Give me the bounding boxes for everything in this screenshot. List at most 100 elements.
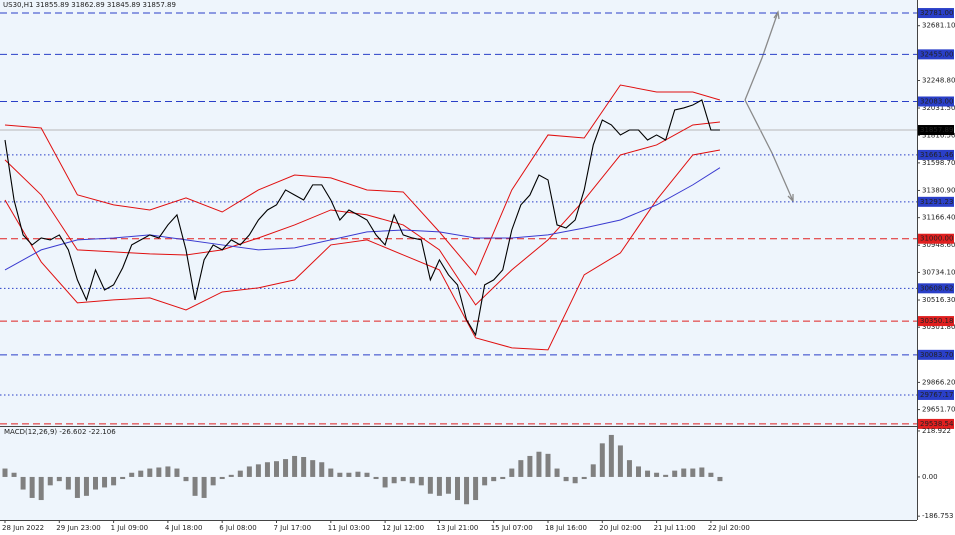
macd-bar [645,470,651,477]
macd-bar [255,464,261,477]
macd-bar [599,443,605,477]
level-label: 29538.54 [920,420,954,428]
y-tick-label: 30516.30 [922,296,955,304]
macd-bar [545,453,551,477]
macd-bar [663,474,669,477]
macd-bar [2,468,8,477]
macd-bar [518,460,524,477]
macd-bar [581,476,587,480]
macd-bar [138,470,144,477]
macd-bar [373,476,379,480]
y-tick-label: 30948.60 [922,241,955,249]
macd-bar [509,468,515,477]
level-tag [918,125,954,136]
level-tag [918,316,954,327]
macd-bar [473,476,479,501]
macd-bar [445,476,451,494]
y-tick-label: 31380.90 [922,186,955,194]
level-label: 31857.89 [920,126,953,134]
macd-bar [400,476,406,482]
x-tick-label: 21 Jul 11:00 [654,524,696,532]
level-label: 32083.00 [920,97,953,105]
y-tick-label: 31166.40 [922,214,955,222]
macd-bar [455,476,460,501]
macd-bar [500,476,506,480]
macd-bar [192,476,198,496]
macd-bar [201,476,207,498]
macd-bar [93,476,98,490]
macd-bar [319,462,325,477]
macd-bar [83,476,89,496]
macd-bar [563,476,569,482]
macd-bar [681,468,687,477]
level-label: 31000.00 [920,235,953,243]
indicator-line [4,167,721,271]
level-tag [918,196,954,207]
level-tag [918,283,954,294]
level-label: 30350.18 [920,317,953,325]
indicator-line [4,149,721,351]
macd-bar [554,468,560,477]
chart-header: US30,H1 31855.89 31862.89 31845.89 31857… [3,1,176,9]
y-tick-label: 29866.20 [922,378,955,386]
x-tick-label: 28 Jun 2022 [2,524,44,532]
macd-bar [274,461,279,477]
x-tick-label: 29 Jun 23:00 [56,524,100,532]
x-tick-label: 6 Jul 08:00 [219,524,257,532]
macd-bar [409,476,415,484]
indicator-line [4,84,721,276]
macd-bar [355,471,361,477]
macd-bar [65,476,71,490]
macd-bar [346,472,352,477]
level-tag [918,233,954,244]
level-tag [918,418,954,429]
macd-bar [654,472,660,477]
macd-bar [672,470,678,477]
y-tick-label: 218.922 [922,427,951,435]
macd-bar [699,467,705,477]
macd-bar [464,476,470,505]
macd-bar [47,476,53,486]
x-tick-label: 13 Jul 21:00 [436,524,478,532]
x-tick-label: 1 Jul 09:00 [111,524,149,532]
x-tick-label: 7 Jul 17:00 [274,524,312,532]
level-label: 32781.00 [920,9,953,17]
macd-bar [246,466,252,477]
macd-bar [527,455,533,477]
y-tick-label: 31816.50 [922,131,955,139]
x-tick-label: 22 Jul 20:00 [708,524,750,532]
level-tag [918,8,954,19]
macd-bar [364,472,370,477]
macd-bar [617,445,623,477]
x-tick-label: 15 Jul 07:00 [491,524,533,532]
macd-bar [183,476,189,482]
macd-bar [56,476,62,482]
macd-bar [38,476,44,501]
macd-bar [74,476,80,498]
level-label: 30608.62 [920,284,953,292]
macd-bar [219,476,225,480]
macd-bar [11,472,17,477]
macd-bar [636,466,641,477]
level-label: 29767.17 [920,391,953,399]
macd-title: MACD(12,26,9) -26.602 -22.106 [4,428,116,436]
level-tag [918,349,954,360]
macd-bar [147,468,153,477]
macd-bar [572,476,578,484]
indicator-line [4,121,721,306]
macd-bar [536,451,542,477]
level-label: 30083.70 [920,351,953,359]
x-tick-label: 20 Jul 02:00 [599,524,641,532]
macd-bar [436,476,442,496]
y-tick-label: 32248.80 [922,76,955,84]
macd-bar [20,476,26,490]
macd-bar [391,476,397,484]
macd-bar [156,467,162,477]
y-tick-label: 30301.80 [922,323,955,331]
macd-bar [310,460,316,477]
macd-bar [491,476,497,482]
level-tag [918,389,954,400]
level-label: 32455.00 [920,50,953,58]
macd-bar [174,468,180,477]
